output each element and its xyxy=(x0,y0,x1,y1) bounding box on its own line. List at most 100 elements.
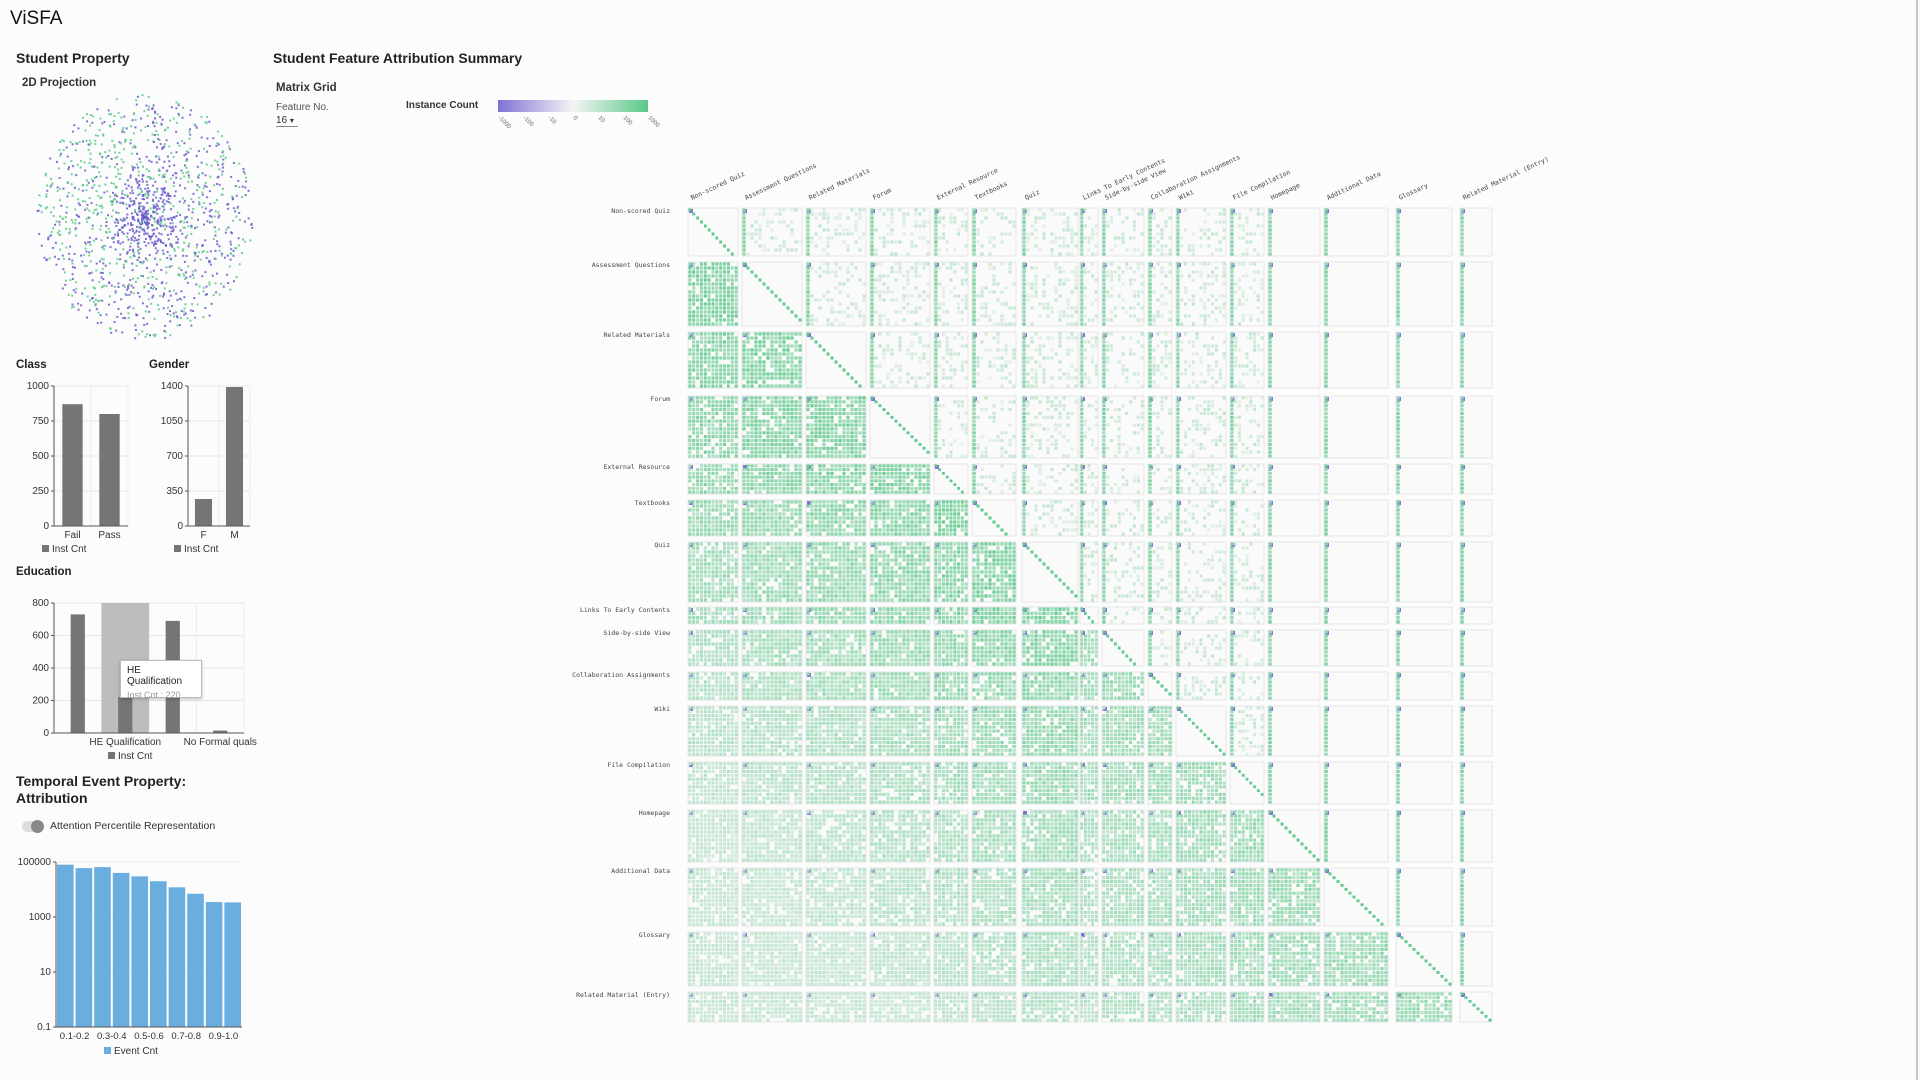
matrix-subcell xyxy=(814,450,818,454)
matrix-subcell xyxy=(858,450,862,454)
matrix-subcell xyxy=(723,332,726,336)
matrix-subcell xyxy=(957,228,961,232)
projection-point xyxy=(156,190,159,193)
projection-point xyxy=(133,255,136,258)
projection-point xyxy=(154,333,157,336)
matrix-subcell xyxy=(858,216,862,220)
matrix-subcell xyxy=(942,404,945,408)
matrix-subcell xyxy=(945,348,949,352)
gender-chart-title: Gender xyxy=(149,359,189,371)
matrix-subcell xyxy=(886,322,890,326)
matrix-subcell xyxy=(762,380,766,384)
matrix-subcell xyxy=(688,454,692,458)
projection-point xyxy=(244,194,247,197)
matrix-subcell xyxy=(1022,212,1026,216)
matrix-subcell xyxy=(1008,322,1012,326)
projection-point xyxy=(58,234,61,236)
matrix-subcell xyxy=(723,376,726,380)
matrix-subcell xyxy=(1008,232,1012,236)
projection-point xyxy=(175,311,178,314)
matrix-subcell xyxy=(790,396,794,400)
projection-point xyxy=(64,216,67,219)
matrix-subcell xyxy=(1004,322,1008,326)
projection-point xyxy=(94,134,97,137)
matrix-subcell xyxy=(806,306,810,310)
projection-point xyxy=(155,278,158,281)
matrix-subcell xyxy=(762,442,766,446)
matrix-subcell xyxy=(874,252,878,256)
projection-point xyxy=(117,231,119,234)
matrix-subcell xyxy=(719,332,723,336)
matrix-subcell xyxy=(1164,224,1168,228)
feature-no-select[interactable]: 16 ▾ xyxy=(276,115,298,127)
matrix-subcell xyxy=(1148,404,1152,408)
matrix-subcell xyxy=(1211,352,1214,356)
matrix-subcell xyxy=(850,427,854,431)
projection-point xyxy=(198,196,201,199)
projection-point xyxy=(231,195,234,198)
matrix-subcell xyxy=(1046,306,1050,310)
projection-point xyxy=(118,178,121,180)
matrix-subcell xyxy=(1241,384,1245,388)
matrix-subcell xyxy=(770,332,774,336)
projection-point xyxy=(134,337,137,340)
projection-point xyxy=(163,173,166,176)
matrix-subcell xyxy=(696,360,700,364)
matrix-subcell xyxy=(1102,244,1106,248)
projection-scatter-plot[interactable] xyxy=(30,88,258,344)
matrix-subcell xyxy=(715,372,719,376)
matrix-subcell xyxy=(774,446,778,450)
matrix-subcell xyxy=(1074,212,1078,216)
projection-point xyxy=(157,138,160,140)
matrix-subcell xyxy=(688,408,692,412)
matrix-subcell xyxy=(707,298,711,302)
matrix-subcell xyxy=(742,228,746,232)
attention-percentile-toggle[interactable] xyxy=(22,820,44,833)
matrix-subcell xyxy=(688,411,692,415)
matrix-subcell xyxy=(1268,290,1272,294)
projection-point xyxy=(130,152,133,155)
matrix-subcell xyxy=(1121,306,1125,310)
matrix-subcell xyxy=(882,274,886,278)
matrix-subcell xyxy=(862,282,866,286)
matrix-subcell xyxy=(1022,435,1026,439)
matrix-subcell xyxy=(1022,404,1026,408)
matrix-subcell xyxy=(1214,274,1218,278)
projection-point xyxy=(163,329,166,332)
projection-point xyxy=(237,244,240,247)
matrix-subcell xyxy=(1140,252,1144,256)
matrix-subcell xyxy=(1238,216,1241,220)
matrix-subcell xyxy=(1180,298,1184,302)
event-bar xyxy=(205,902,223,1027)
projection-point xyxy=(87,148,90,151)
matrix-subcell xyxy=(1084,376,1087,380)
matrix-subcell xyxy=(696,431,700,435)
matrix-subcell xyxy=(972,282,976,286)
matrix-subcell xyxy=(1070,252,1074,256)
matrix-subcell xyxy=(742,419,746,423)
matrix-subcell xyxy=(730,380,734,384)
matrix-subcell xyxy=(1058,252,1062,256)
matrix-subcell xyxy=(942,376,945,380)
matrix-subcell xyxy=(1022,248,1026,252)
projection-point xyxy=(135,280,137,283)
projection-point xyxy=(84,200,87,203)
matrix-subcell xyxy=(782,415,786,419)
projection-point xyxy=(161,249,164,252)
matrix-subcell xyxy=(1046,408,1050,412)
matrix-subcell xyxy=(810,236,814,240)
matrix-subcell xyxy=(838,408,842,412)
matrix-cell xyxy=(1395,207,1453,257)
x-tick-label: HE Qualification xyxy=(89,737,161,748)
matrix-subcell xyxy=(1102,220,1106,224)
matrix-subcell xyxy=(703,340,707,344)
projection-point xyxy=(92,180,95,183)
matrix-subcell xyxy=(814,454,818,458)
matrix-subcell xyxy=(1176,322,1180,326)
matrix-subcell xyxy=(822,435,826,439)
matrix-subcell xyxy=(1148,423,1152,427)
